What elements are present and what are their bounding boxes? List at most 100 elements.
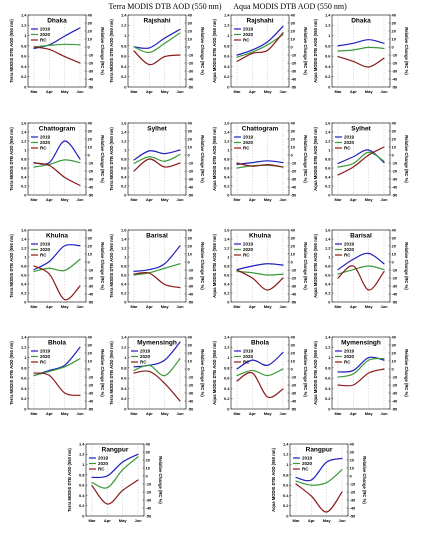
left-tick-label: 0.4 <box>224 174 230 179</box>
left-tick-label: 0.2 <box>21 396 27 401</box>
right-tick-label: -40 <box>188 291 195 296</box>
right-tick-label: -10 <box>392 267 399 272</box>
legend-label-2020: 2020 <box>243 354 254 359</box>
left-tick-label: 0.2 <box>283 503 289 508</box>
x-tick-label: Mar <box>233 304 241 309</box>
series-line-rc <box>33 162 81 186</box>
x-tick-label: Jun <box>176 89 184 94</box>
right-tick-label: -30 <box>392 390 399 395</box>
panel-title: Bhola <box>251 340 269 347</box>
left-tick-label: 1.4 <box>325 334 331 339</box>
series-line-2019 <box>295 457 343 482</box>
x-tick-label: May <box>161 89 170 94</box>
right-tick-label: -50 <box>291 84 298 89</box>
right-tick-label: -20 <box>146 489 153 494</box>
plot-frame <box>230 14 290 88</box>
left-tick-label: 1.2 <box>325 245 331 250</box>
right-tick-label: 30 <box>291 342 296 347</box>
left-tick-label: 0.2 <box>121 183 127 188</box>
x-tick-label: Apr <box>46 197 53 202</box>
y2-axis-label: Relative Change (RC %) <box>100 349 105 397</box>
left-tick-label: 0.2 <box>121 290 127 295</box>
y2-axis-label: Relative Change (RC %) <box>404 27 409 75</box>
right-tick-label: 0 <box>88 44 91 49</box>
left-tick-label: 0.8 <box>121 263 127 268</box>
x-tick-label: Jun <box>76 411 84 416</box>
right-tick-label: -50 <box>88 192 95 197</box>
left-tick-label: 0.4 <box>21 386 27 391</box>
right-tick-label: -10 <box>291 160 298 165</box>
right-tick-label: -30 <box>350 497 357 502</box>
panel-title: Barisal <box>146 233 168 240</box>
legend-label-rc: RC <box>243 253 250 258</box>
left-tick-label: 1.2 <box>325 23 331 28</box>
right-tick-label: 30 <box>291 128 296 133</box>
right-tick-label: 40 <box>88 120 93 125</box>
right-tick-label: -10 <box>291 52 298 57</box>
legend-label-rc: RC <box>40 360 47 365</box>
x-tick-label: Mar <box>30 411 38 416</box>
x-tick-label: Jun <box>279 89 287 94</box>
right-tick-label: 10 <box>88 36 93 41</box>
right-tick-label: -10 <box>188 374 195 379</box>
left-tick-label: 0.8 <box>121 156 127 161</box>
series-line-2020 <box>133 32 181 54</box>
right-tick-label: -10 <box>88 267 95 272</box>
right-tick-label: -30 <box>291 176 298 181</box>
left-tick-label: 1.2 <box>224 23 230 28</box>
right-tick-label: 30 <box>146 449 151 454</box>
left-tick-label: 0 <box>24 192 27 197</box>
y-axis-label: Aqua MODIS DTB AOD (550 nm) <box>313 18 318 82</box>
panel-title: Khulna <box>249 233 271 240</box>
x-tick-label: Jun <box>76 89 84 94</box>
left-tick-label: 1 <box>124 147 127 152</box>
left-tick-label: 1.4 <box>121 12 127 17</box>
left-tick-label: 1.2 <box>21 345 27 350</box>
right-tick-label: -30 <box>291 68 298 73</box>
left-tick-label: 1 <box>82 462 85 467</box>
right-tick-label: 30 <box>392 20 397 25</box>
chart-panel-terra-mymensingh: 0 0.2 0.4 0.6 0.8 1 1.2 1.4 -50 -40 -30 -20 -10 0 10 20… <box>109 334 205 416</box>
legend-label-rc: RC <box>98 467 105 472</box>
x-tick-label: May <box>264 89 273 94</box>
left-tick-label: 0.4 <box>121 64 127 69</box>
right-tick-label: -10 <box>188 267 195 272</box>
right-tick-label: -40 <box>146 505 153 510</box>
right-tick-label: 40 <box>291 120 296 125</box>
legend-label-rc: RC <box>40 146 47 151</box>
legend-label-2020: 2020 <box>344 140 355 145</box>
left-tick-label: 0.4 <box>325 386 331 391</box>
x-tick-label: May <box>161 197 170 202</box>
left-tick-label: 0.6 <box>21 272 27 277</box>
y-axis-label: Terra MODIS DTB AOD (550 nm) <box>9 127 14 191</box>
x-tick-label: May <box>61 197 70 202</box>
left-tick-label: 0.8 <box>21 365 27 370</box>
y2-axis-label: Relative Change (RC %) <box>404 135 409 183</box>
legend-label-2019: 2019 <box>243 242 254 247</box>
left-tick-label: 1.6 <box>21 227 27 232</box>
left-tick-label: 0 <box>328 299 331 304</box>
right-tick-label: 20 <box>392 136 397 141</box>
legend-label-2020: 2020 <box>243 247 254 252</box>
right-tick-label: -10 <box>291 267 298 272</box>
series-line-2019 <box>133 149 181 161</box>
series-line-rc <box>337 265 385 291</box>
right-tick-label: -30 <box>291 283 298 288</box>
right-tick-label: 10 <box>392 36 397 41</box>
series-line-rc <box>133 158 181 172</box>
left-tick-label: 1.4 <box>21 334 27 339</box>
legend-label-rc: RC <box>243 146 250 151</box>
x-tick-label: Mar <box>130 304 138 309</box>
x-tick-label: Jun <box>76 197 84 202</box>
y-axis-label: Terra MODIS DTB AOD (550 nm) <box>109 234 114 298</box>
right-tick-label: 30 <box>188 342 193 347</box>
right-tick-label: -30 <box>188 390 195 395</box>
series-line-rc <box>295 483 343 513</box>
left-tick-label: 1.2 <box>121 138 127 143</box>
right-tick-label: 20 <box>291 28 296 33</box>
x-tick-label: Apr <box>146 197 153 202</box>
series-line-2020 <box>133 153 181 165</box>
left-tick-label: 1 <box>328 33 331 38</box>
left-tick-label: 0.2 <box>325 290 331 295</box>
right-tick-label: -40 <box>392 291 399 296</box>
